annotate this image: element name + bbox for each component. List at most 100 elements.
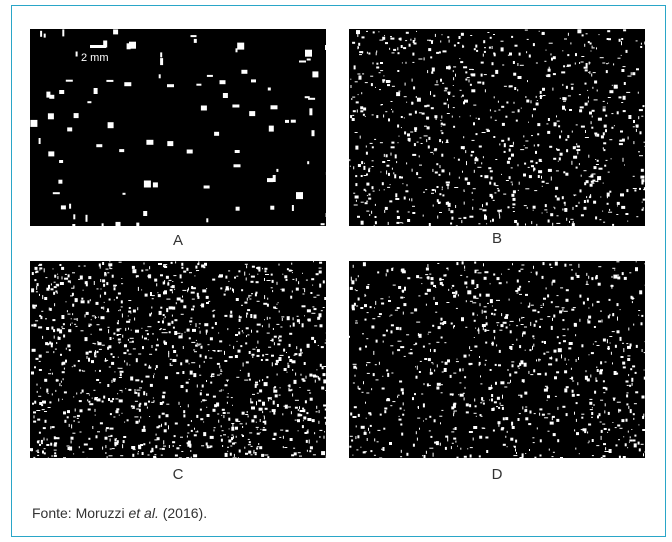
particle bbox=[626, 343, 629, 345]
particle bbox=[181, 266, 184, 269]
particle bbox=[190, 35, 197, 38]
particle bbox=[196, 414, 199, 418]
particle bbox=[539, 95, 542, 99]
particle bbox=[539, 325, 541, 328]
particle bbox=[391, 141, 395, 144]
particle bbox=[90, 319, 92, 321]
particle bbox=[439, 442, 441, 446]
particle bbox=[285, 119, 289, 123]
particle bbox=[152, 333, 154, 335]
particle bbox=[508, 148, 511, 152]
particle bbox=[256, 267, 259, 269]
particle bbox=[450, 210, 454, 214]
particle bbox=[267, 456, 270, 458]
particle bbox=[46, 388, 49, 393]
particle bbox=[95, 435, 98, 439]
particle bbox=[525, 293, 528, 296]
particle bbox=[427, 264, 429, 268]
particle bbox=[362, 73, 365, 75]
source-suffix: (2016). bbox=[158, 505, 208, 521]
particle bbox=[546, 123, 549, 125]
particle bbox=[464, 177, 468, 181]
particle bbox=[638, 151, 640, 153]
particle bbox=[542, 262, 545, 266]
particle bbox=[415, 431, 417, 435]
particle bbox=[113, 416, 116, 418]
particle bbox=[552, 56, 556, 60]
particle bbox=[46, 287, 50, 291]
particle bbox=[256, 432, 260, 435]
particle bbox=[440, 392, 443, 394]
particle bbox=[224, 360, 228, 362]
particle bbox=[147, 326, 152, 328]
particle bbox=[455, 225, 458, 226]
particle bbox=[392, 401, 396, 403]
particle bbox=[621, 205, 626, 209]
particle bbox=[273, 335, 277, 338]
particle bbox=[584, 182, 587, 186]
particle bbox=[97, 341, 99, 343]
particle bbox=[105, 358, 106, 361]
particle bbox=[618, 143, 623, 146]
particle bbox=[224, 384, 228, 387]
particle bbox=[436, 199, 439, 203]
particle bbox=[163, 429, 167, 433]
particle bbox=[624, 164, 625, 166]
particle bbox=[316, 294, 320, 296]
particle bbox=[204, 262, 207, 266]
particle bbox=[562, 208, 564, 211]
particle bbox=[443, 321, 447, 324]
particle bbox=[579, 294, 582, 298]
particle bbox=[352, 96, 356, 98]
particle bbox=[384, 206, 388, 210]
particle bbox=[129, 364, 131, 366]
particle bbox=[54, 348, 57, 350]
particle bbox=[188, 378, 190, 380]
particle bbox=[155, 445, 158, 449]
particle bbox=[43, 437, 45, 441]
particle bbox=[395, 193, 398, 198]
particle bbox=[605, 451, 609, 452]
particle bbox=[65, 359, 67, 363]
particle bbox=[137, 286, 139, 291]
particle bbox=[358, 46, 359, 49]
particle bbox=[525, 408, 528, 412]
particle bbox=[160, 328, 163, 330]
particle bbox=[374, 221, 377, 225]
particle bbox=[455, 73, 456, 77]
particle bbox=[362, 113, 365, 116]
particle bbox=[642, 198, 645, 201]
particle bbox=[128, 307, 131, 309]
particle bbox=[532, 335, 535, 338]
particle bbox=[53, 335, 55, 339]
particle bbox=[235, 334, 238, 336]
particle bbox=[47, 113, 54, 120]
particle bbox=[202, 399, 206, 402]
particle bbox=[396, 92, 401, 97]
particle bbox=[414, 308, 418, 312]
particle bbox=[514, 371, 518, 374]
particle bbox=[75, 51, 78, 57]
particle bbox=[233, 453, 235, 457]
particle bbox=[72, 224, 76, 226]
particle bbox=[436, 364, 438, 368]
particle bbox=[206, 302, 209, 304]
particle bbox=[236, 275, 239, 277]
particle bbox=[350, 78, 352, 80]
particle bbox=[237, 42, 245, 50]
particle bbox=[594, 80, 598, 84]
particle bbox=[552, 222, 554, 226]
particle bbox=[235, 435, 237, 438]
particle bbox=[393, 48, 397, 51]
particle bbox=[590, 174, 594, 178]
particle bbox=[433, 349, 436, 353]
particle bbox=[234, 355, 238, 358]
particle bbox=[167, 141, 174, 147]
particle bbox=[275, 359, 279, 363]
particle bbox=[85, 311, 89, 315]
particle bbox=[188, 338, 190, 339]
particle bbox=[256, 392, 259, 394]
particle bbox=[460, 61, 464, 64]
particle bbox=[471, 89, 476, 93]
particle bbox=[434, 369, 436, 372]
